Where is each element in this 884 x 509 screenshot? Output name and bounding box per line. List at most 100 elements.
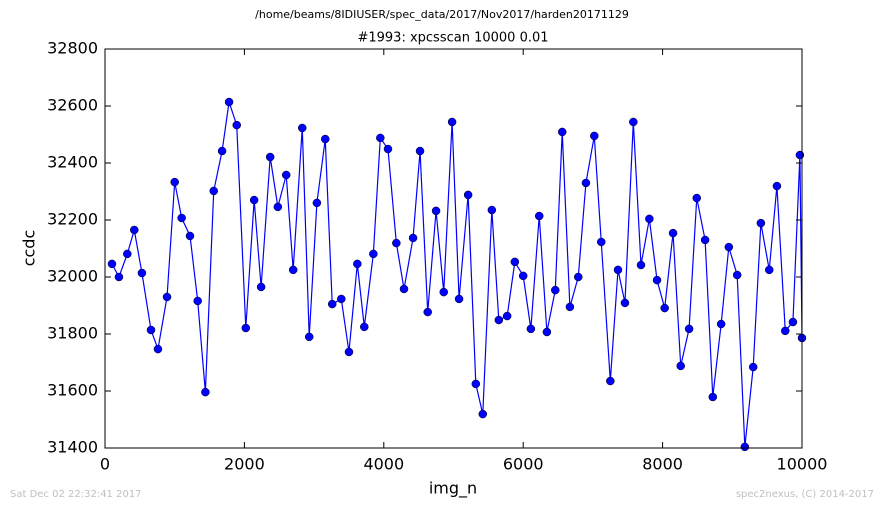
data-point — [565, 302, 575, 312]
data-point — [337, 294, 346, 304]
data-point — [668, 228, 678, 238]
data-point — [636, 260, 646, 270]
data-point — [399, 284, 409, 294]
x-tick-label: 4000 — [363, 455, 404, 474]
x-tick-label: 10000 — [777, 455, 828, 474]
data-point — [130, 225, 139, 235]
data-point — [590, 131, 599, 141]
data-point — [660, 303, 669, 313]
data-point — [788, 317, 798, 327]
data-point — [232, 120, 241, 130]
data-line — [111, 101, 803, 447]
data-point — [249, 195, 259, 205]
data-point — [217, 146, 227, 156]
data-point — [748, 362, 758, 372]
data-point — [392, 238, 401, 248]
data-point — [478, 409, 488, 419]
data-point — [146, 325, 156, 335]
x-tick-label: 0 — [100, 455, 110, 474]
data-point — [676, 361, 685, 371]
data-point — [431, 206, 441, 216]
data-point — [162, 292, 172, 302]
x-tick-label: 2000 — [224, 455, 265, 474]
data-point — [304, 332, 314, 342]
data-point — [185, 231, 195, 241]
data-point — [321, 134, 330, 144]
data-point — [256, 282, 266, 292]
x-axis-label: img_n — [429, 479, 477, 499]
data-point — [487, 205, 497, 215]
data-point — [606, 376, 615, 386]
data-point — [740, 442, 750, 452]
data-point — [265, 152, 275, 162]
data-point — [772, 181, 782, 191]
data-point — [463, 190, 473, 200]
y-tick-label: 32400 — [47, 153, 98, 172]
plot-frame — [104, 48, 803, 449]
data-point — [574, 272, 583, 282]
data-point — [447, 117, 457, 127]
data-point — [177, 213, 186, 223]
data-point — [281, 170, 291, 180]
data-point — [423, 307, 432, 317]
y-tick-label: 32600 — [47, 96, 98, 115]
data-point — [344, 347, 354, 357]
data-point — [153, 344, 163, 354]
y-tick-label: 32800 — [47, 39, 98, 58]
data-point — [502, 311, 512, 321]
data-point — [209, 186, 218, 196]
data-point — [383, 144, 393, 154]
data-point — [376, 133, 385, 143]
chart-title: #1993: xpcsscan 10000 0.01 — [357, 31, 548, 46]
x-tick-label: 6000 — [503, 455, 544, 474]
data-point — [684, 324, 694, 334]
data-point — [716, 319, 726, 329]
data-point — [273, 202, 283, 212]
data-point — [454, 294, 464, 304]
data-point — [557, 127, 567, 137]
data-point — [353, 259, 362, 269]
data-point — [170, 177, 179, 187]
y-tick-label: 31600 — [47, 381, 98, 400]
data-point — [494, 315, 504, 325]
data-point — [652, 275, 662, 285]
data-point — [732, 270, 742, 280]
data-point — [510, 257, 520, 267]
suptitle: /home/beams/8IDIUSER/spec_data/2017/Nov2… — [255, 8, 629, 21]
data-point — [700, 235, 710, 245]
data-point — [526, 324, 536, 334]
data-point — [756, 218, 766, 228]
data-point — [629, 117, 638, 127]
data-point — [692, 193, 702, 203]
data-point — [415, 146, 425, 156]
data-point — [645, 214, 654, 224]
data-point — [224, 97, 234, 107]
data-point — [298, 123, 307, 133]
data-point — [107, 259, 117, 269]
data-point — [542, 327, 552, 337]
y-tick-label: 32200 — [47, 210, 98, 229]
x-tick-label: 8000 — [642, 455, 683, 474]
data-point — [551, 285, 560, 295]
data-point — [781, 326, 790, 336]
data-point — [724, 242, 734, 252]
footer-right: spec2nexus, (C) 2014-2017 — [736, 489, 874, 500]
data-point — [408, 233, 418, 243]
data-point — [114, 272, 124, 282]
data-point — [534, 211, 544, 221]
data-point — [795, 150, 805, 160]
y-tick-label: 31400 — [47, 438, 98, 457]
data-point — [613, 265, 623, 275]
data-point — [620, 298, 630, 308]
y-tick-label: 32000 — [47, 267, 98, 286]
data-point — [193, 296, 202, 306]
data-point — [764, 265, 774, 275]
data-point — [137, 268, 147, 278]
data-point — [327, 299, 337, 309]
data-point — [241, 323, 251, 333]
data-point — [439, 287, 448, 297]
data-point — [312, 198, 322, 208]
data-point — [360, 322, 369, 332]
data-point — [518, 271, 528, 281]
